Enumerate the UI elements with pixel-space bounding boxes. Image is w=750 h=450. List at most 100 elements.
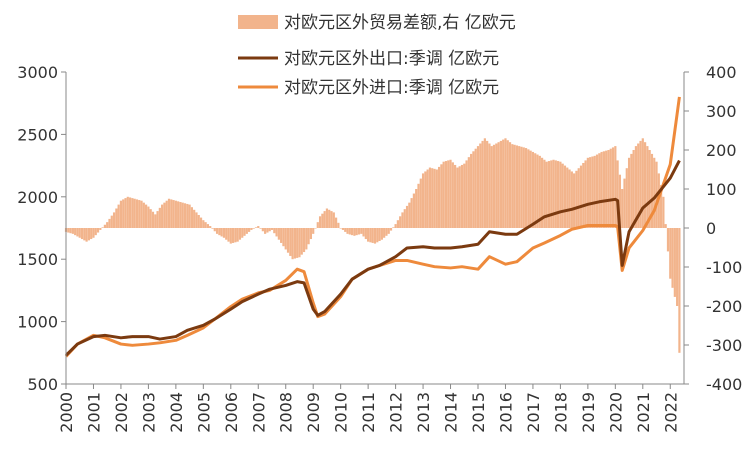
- trade-balance-bars: [64, 138, 681, 353]
- trade-balance-bar-187: [492, 144, 496, 228]
- right-tick-label: -400: [706, 375, 742, 394]
- trade-balance-bar-95: [282, 228, 285, 247]
- left-tick-label: 1500: [17, 250, 58, 269]
- trade-balance-bar-154: [417, 183, 420, 228]
- trade-balance-bar-165: [442, 161, 445, 228]
- trade-balance-bar-83: [254, 227, 258, 228]
- legend: 对欧元区外贸易差额,右 亿欧元 对欧元区外出口:季调 亿欧元 对欧元区外进口:季…: [238, 13, 516, 98]
- trade-balance-bar-68: [220, 228, 223, 237]
- series-lines: [64, 96, 681, 358]
- trade-balance-bar-210: [545, 161, 548, 228]
- trade-balance-bar-92: [275, 228, 278, 237]
- trade-balance-bar-156: [421, 173, 425, 228]
- trade-balance-bar-56: [193, 209, 196, 228]
- trade-balance-bar-103: [300, 228, 303, 255]
- trade-balance-bar-231: [593, 155, 596, 228]
- trade-balance-bar-168: [449, 159, 452, 228]
- trade-balance-bar-158: [426, 169, 429, 228]
- trade-balance-bar-66: [215, 228, 219, 234]
- trade-balance-bar-90: [270, 228, 274, 230]
- trade-balance-bar-51: [181, 202, 184, 228]
- trade-balance-bar-232: [595, 154, 599, 228]
- trade-balance-bar-234: [600, 151, 603, 228]
- trade-balance-bar-245: [625, 168, 628, 228]
- trade-balance-bar-191: [502, 139, 505, 228]
- trade-balance-bar-63: [209, 226, 212, 228]
- trade-balance-bar-120: [339, 228, 342, 229]
- trade-balance-bar-222: [573, 173, 576, 228]
- trade-balance-bar-139: [383, 228, 386, 238]
- trade-balance-bar-36: [147, 206, 150, 228]
- trade-balance-bar-65: [213, 228, 216, 232]
- left-tick-label: 1000: [17, 313, 58, 332]
- trade-balance-bar-10: [87, 228, 90, 241]
- trade-balance-bar-208: [540, 157, 544, 228]
- trade-balance-bar-62: [206, 224, 210, 228]
- trade-balance-bar-40: [156, 211, 159, 228]
- trade-balance-bar-151: [410, 198, 413, 228]
- trade-balance-bar-48: [174, 200, 177, 228]
- trade-balance-bar-173: [460, 164, 464, 228]
- trade-balance-bar-172: [458, 166, 461, 228]
- trade-balance-bar-4: [74, 228, 77, 236]
- trade-balance-bar-150: [408, 202, 411, 228]
- trade-balance-bar-13: [94, 228, 97, 236]
- trade-balance-bar-20: [110, 215, 113, 228]
- trade-balance-bar-117: [332, 212, 335, 228]
- trade-balance-bar-7: [80, 228, 84, 240]
- trade-balance-bar-225: [579, 165, 583, 228]
- trade-balance-bar-99: [291, 228, 294, 260]
- x-tick-label: 2002: [112, 392, 131, 433]
- trade-balance-bar-114: [325, 208, 329, 228]
- trade-balance-bar-28: [128, 197, 132, 228]
- trade-balance-bar-203: [529, 150, 532, 228]
- trade-balance-bar-218: [563, 165, 567, 228]
- trade-balance-bar-200: [522, 147, 525, 228]
- legend-swatch-trade-balance: [238, 15, 278, 29]
- trade-balance-bar-38: [151, 211, 155, 228]
- trade-balance-bar-21: [112, 212, 116, 228]
- trade-balance-bar-250: [637, 143, 640, 228]
- trade-balance-bar-5: [76, 228, 79, 237]
- trade-balance-bar-220: [568, 169, 571, 228]
- trade-balance-bar-266: [673, 228, 676, 297]
- right-tick-label: 100: [706, 180, 737, 199]
- trade-balance-bar-239: [611, 147, 615, 228]
- trade-balance-bar-189: [497, 142, 500, 228]
- trade-balance-bar-33: [140, 200, 143, 228]
- x-tick-label: 2016: [496, 392, 515, 433]
- trade-balance-bar-214: [554, 160, 557, 228]
- trade-balance-bar-2: [69, 228, 72, 234]
- trade-balance-bar-104: [302, 228, 306, 253]
- trade-balance-bar-106: [307, 228, 310, 245]
- trade-balance-bar-183: [483, 138, 486, 228]
- trade-balance-bar-16: [101, 227, 104, 228]
- trade-balance-bar-215: [557, 161, 560, 228]
- trade-balance-bar-19: [108, 218, 111, 228]
- trade-balance-bar-98: [289, 228, 292, 256]
- trade-balance-bar-166: [444, 161, 448, 228]
- trade-balance-bar-43: [163, 202, 166, 228]
- right-tick-label: 200: [706, 141, 737, 160]
- trade-balance-bar-205: [534, 153, 537, 228]
- trade-balance-bar-248: [632, 150, 635, 228]
- trade-balance-bar-55: [190, 207, 193, 228]
- trade-balance-bar-102: [298, 228, 301, 258]
- trade-balance-bar-11: [90, 228, 93, 240]
- x-tick-label: 2009: [304, 392, 323, 433]
- trade-balance-bar-112: [321, 213, 324, 228]
- trade-balance-bar-57: [195, 212, 198, 228]
- trade-balance-bar-137: [378, 228, 381, 241]
- legend-item-imports: 对欧元区外进口:季调 亿欧元: [238, 78, 499, 98]
- trade-balance-bar-140: [385, 228, 388, 236]
- trade-balance-bar-133: [369, 228, 372, 243]
- trade-balance-bar-108: [312, 228, 315, 234]
- trade-balance-bar-69: [222, 228, 226, 238]
- legend-item-exports: 对欧元区外出口:季调 亿欧元: [238, 49, 499, 69]
- trade-balance-bar-219: [566, 167, 569, 228]
- x-tick-label: 2018: [551, 392, 570, 433]
- trade-balance-bar-100: [293, 228, 296, 259]
- trade-balance-bar-233: [598, 153, 601, 228]
- x-tick-label: 2020: [606, 392, 625, 433]
- x-tick-label: 2011: [359, 392, 378, 433]
